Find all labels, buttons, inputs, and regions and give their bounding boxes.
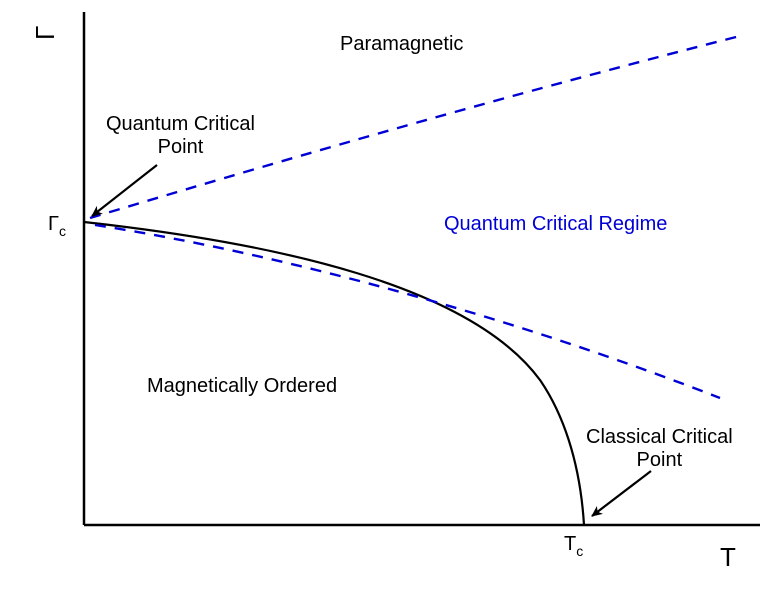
phase-diagram: Γ T Γc Tc Paramagnetic Quantum Critical … [0,0,780,607]
paramagnetic-label: Paramagnetic [340,33,463,56]
x-tick-t-c: Tc [564,533,583,559]
magnetically-ordered-label: Magnetically Ordered [147,375,337,398]
ccp-label-line1: Classical Critical [586,426,733,448]
y-tick-gamma-c: Γc [48,213,66,239]
qcp-arrow [92,165,157,216]
qcp-label-line1: Quantum Critical [106,113,255,135]
qcp-label-line2: Point [158,136,204,158]
ccp-arrow [592,471,651,516]
x-axis-label: T [720,542,736,572]
crossover-lower-curve [95,225,720,398]
qcp-label: Quantum Critical Point [106,113,255,159]
ccp-label-line2: Point [637,449,683,471]
diagram-svg: Γ T Γc Tc [0,0,780,607]
ccp-label: Classical Critical Point [586,426,733,472]
y-axis-label: Γ [30,26,60,40]
phase-boundary-curve [84,222,584,525]
quantum-critical-regime-label: Quantum Critical Regime [444,213,667,236]
